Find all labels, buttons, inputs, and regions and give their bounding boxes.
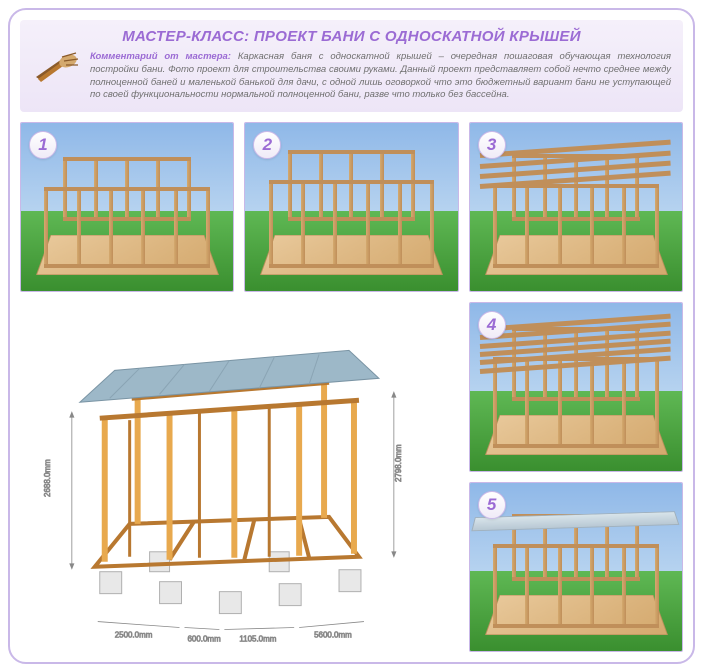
- step-badge: 4: [478, 311, 506, 339]
- step-2: 2: [244, 122, 458, 292]
- step-4: 4: [469, 302, 683, 472]
- dim-height-left: 2688.0mm: [43, 459, 52, 497]
- dim-span-3: 1105.0mm: [239, 635, 276, 644]
- comment-label: Комментарий от мастера:: [90, 51, 231, 62]
- step-1: 1: [20, 122, 234, 292]
- step-5: 5: [469, 482, 683, 652]
- dim-span-4: 5600.0mm: [314, 631, 352, 640]
- step-3: 3: [469, 122, 683, 292]
- dim-span-2: 600.0mm: [187, 635, 221, 644]
- steps-grid: 1 2: [20, 122, 683, 652]
- dim-span-1: 2500.0mm: [115, 631, 153, 640]
- step-badge: 3: [478, 131, 506, 159]
- header-panel: МАСТЕР-КЛАСС: ПРОЕКТ БАНИ С ОДНОСКАТНОЙ …: [20, 20, 683, 112]
- outer-frame: МАСТЕР-КЛАСС: ПРОЕКТ БАНИ С ОДНОСКАТНОЙ …: [8, 8, 695, 664]
- header-body: Комментарий от мастера: Каркасная баня с…: [32, 51, 671, 102]
- page-title: МАСТЕР-КЛАСС: ПРОЕКТ БАНИ С ОДНОСКАТНОЙ …: [32, 28, 671, 45]
- master-comment: Комментарий от мастера: Каркасная баня с…: [90, 51, 671, 102]
- dim-height-right: 2798.0mm: [394, 444, 403, 482]
- brush-icon: [32, 51, 80, 87]
- step-badge: 5: [478, 491, 506, 519]
- technical-diagram: 2688.0mm 2798.0mm 2500.0mm 600.0mm 1105.…: [20, 302, 459, 652]
